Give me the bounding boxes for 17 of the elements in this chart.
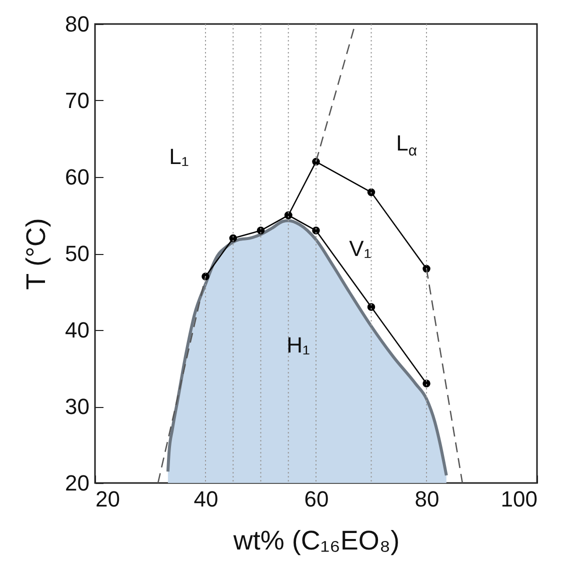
x-tick-label: 100 [500, 486, 538, 512]
y-tick-label: 40 [65, 318, 90, 342]
y-tick-label: 70 [65, 88, 90, 113]
y-tick-label: 20 [65, 470, 90, 496]
annotation: H₁ [286, 332, 310, 358]
annotation: L₁ [169, 144, 189, 170]
x-tick-label: 40 [194, 486, 218, 512]
x-axis-title: wt% (C₁₆EO₈) [232, 526, 400, 556]
y-tick-label: 80 [65, 12, 90, 36]
y-tick-label: 60 [65, 164, 90, 190]
x-tick-label: 80 [414, 486, 440, 512]
x-tick-label: 60 [304, 486, 329, 512]
x-tick-label: 20 [96, 486, 120, 512]
y-tick-label: 50 [65, 241, 90, 266]
annotation: V₁ [349, 236, 372, 261]
y-tick-label: 30 [65, 394, 90, 419]
y-axis-title: T (°C) [21, 218, 52, 290]
